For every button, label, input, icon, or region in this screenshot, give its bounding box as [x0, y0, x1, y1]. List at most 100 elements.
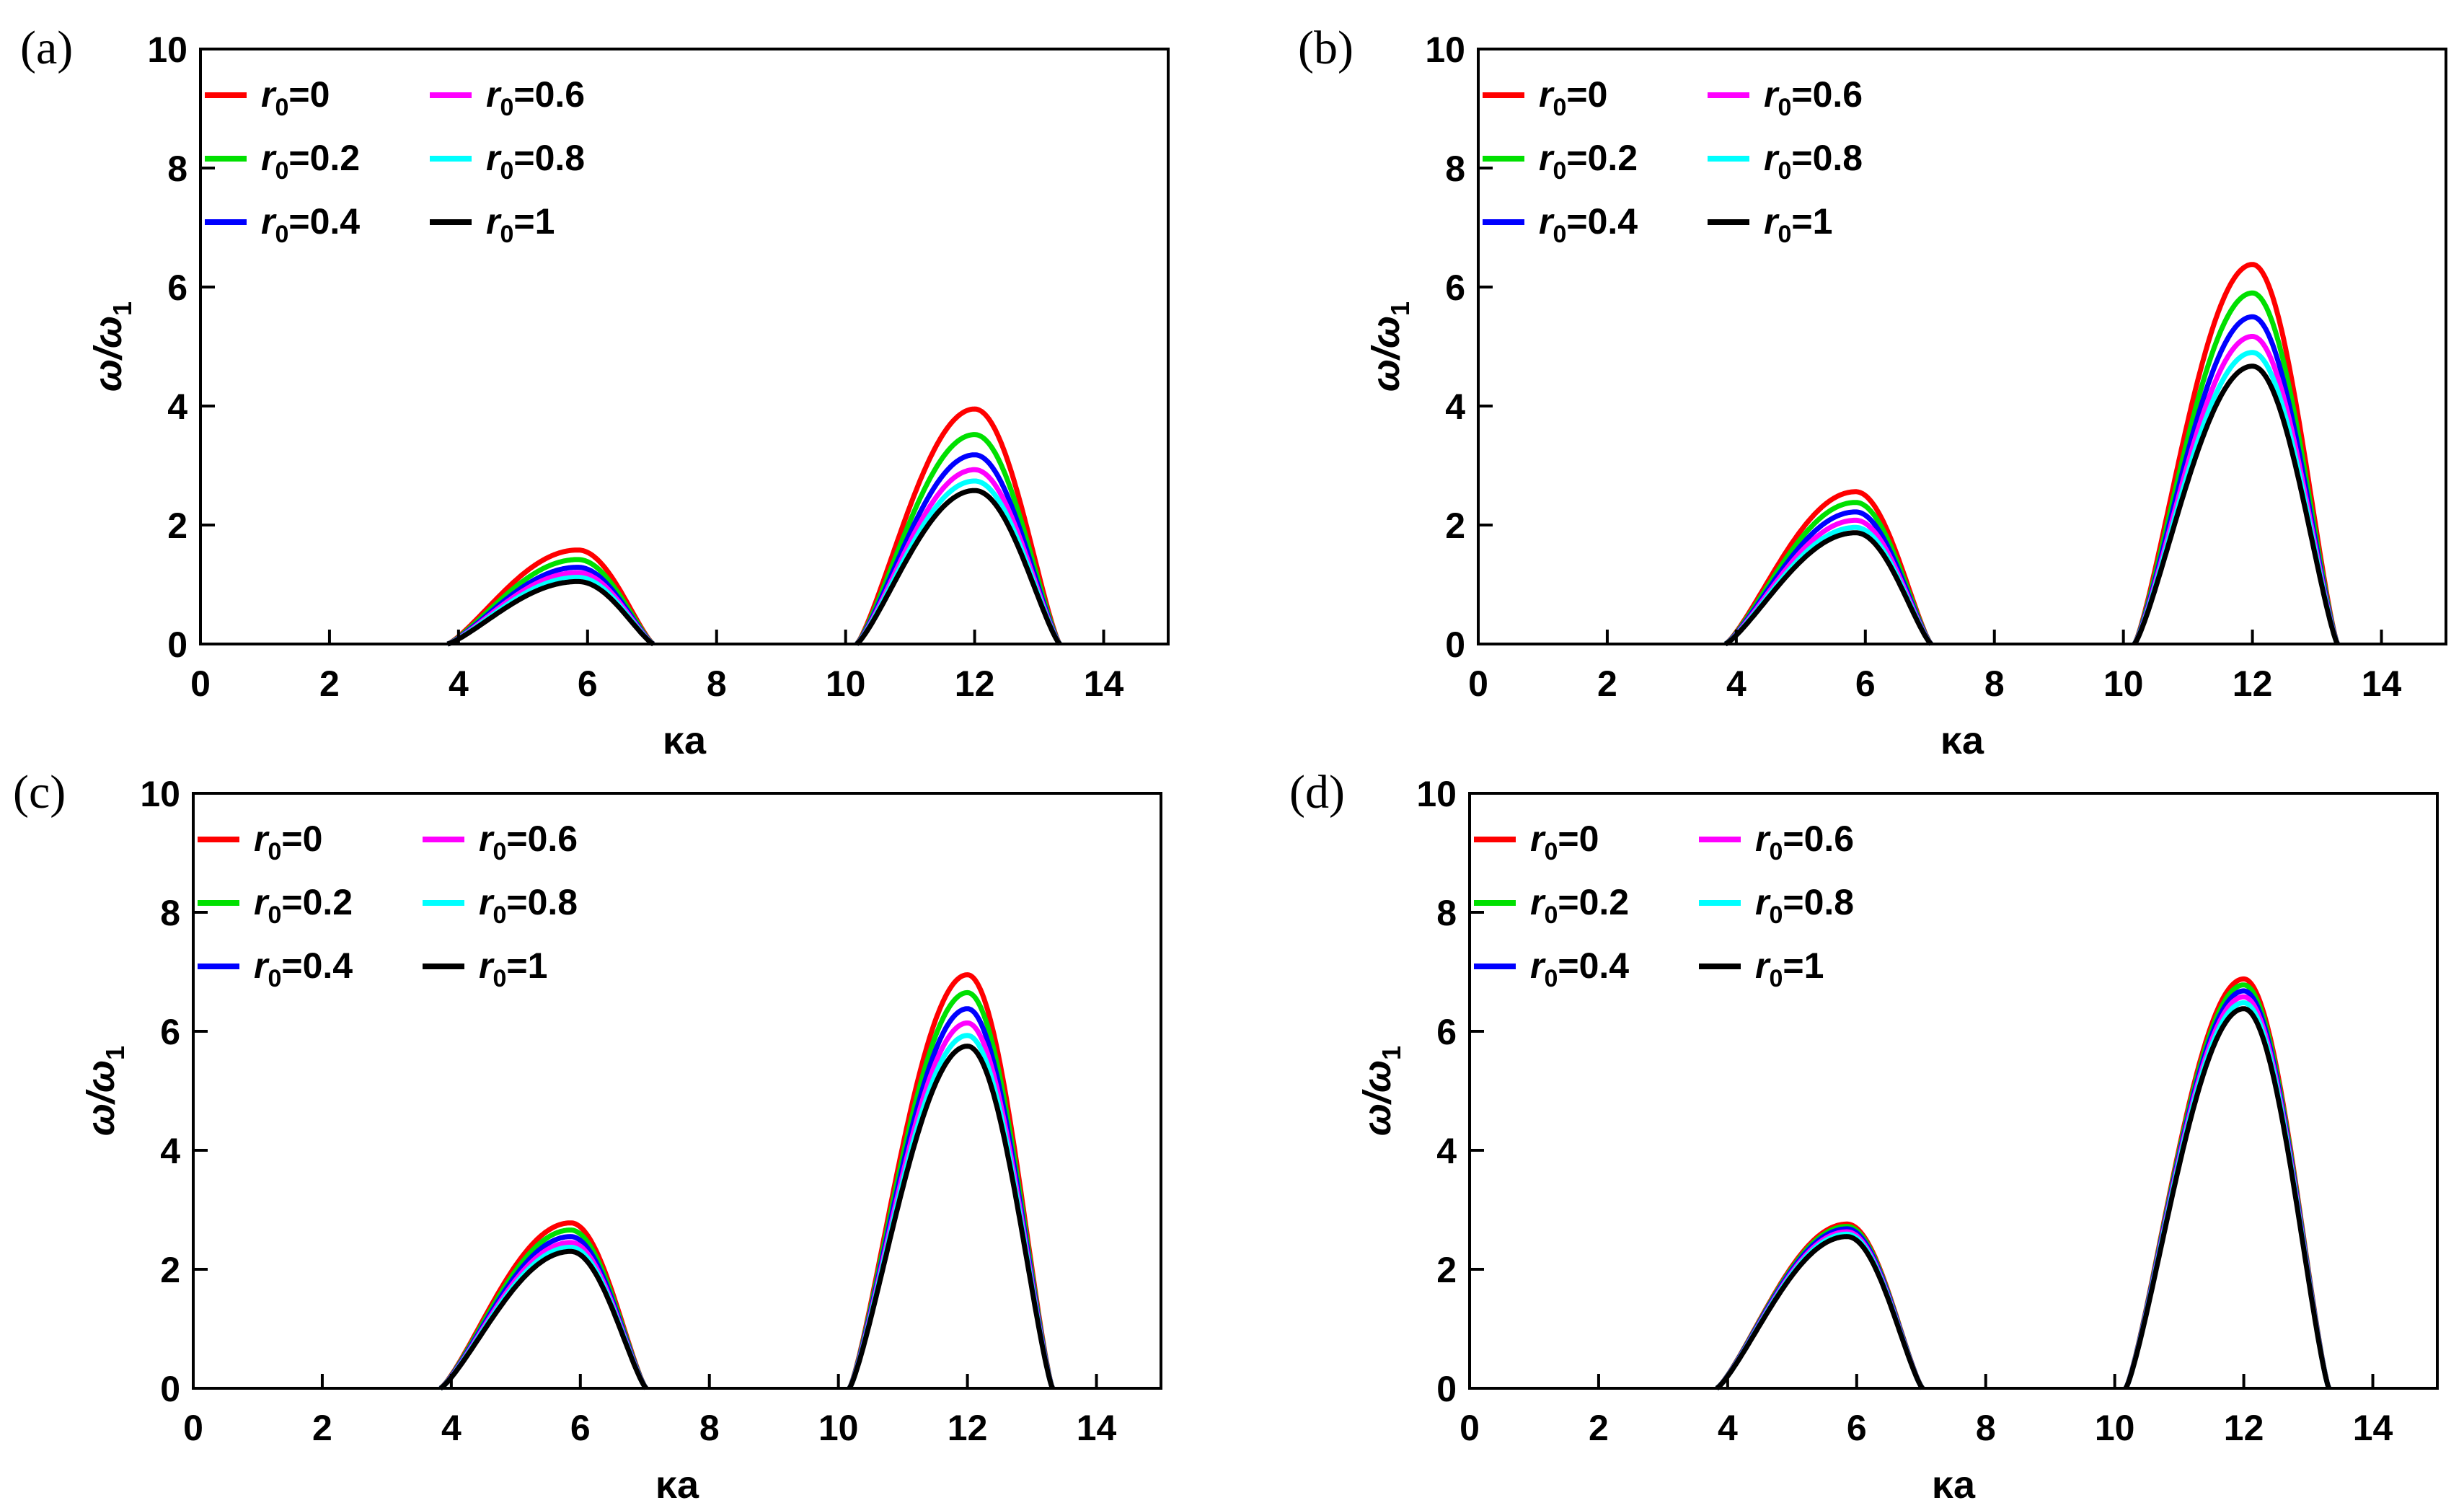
panel-label: (c): [13, 766, 66, 819]
x-axis-label: κa: [1940, 719, 1984, 762]
legend-entry: r0=0.4: [1539, 201, 1638, 248]
series-line-r0-1-band2: [855, 488, 1062, 646]
legend-entry: r0=0.2: [254, 882, 353, 929]
plot-frame: [199, 48, 1170, 645]
y-tick-label: 6: [1445, 268, 1465, 308]
panel-label: (b): [1298, 22, 1354, 74]
y-tick-label: 2: [1445, 506, 1465, 546]
legend-entry: r0=0.4: [1530, 945, 1629, 992]
x-tick-label: 2: [312, 1408, 332, 1448]
x-tick-label: 4: [449, 663, 469, 704]
x-tick-label: 12: [2224, 1408, 2264, 1448]
x-tick-label: 4: [1718, 1408, 1738, 1448]
y-tick-label: 10: [1425, 30, 1465, 70]
plot-frame: [1477, 48, 2447, 645]
series-line-r0-1-band1: [438, 1248, 648, 1391]
panel-1: 0 2 4 6 8 10 12 14 0 2 4 6 8 10 κa ω/ω1 (b) r0=0 r0=0.2 r0=…: [1298, 22, 2447, 762]
y-tick-label: 8: [1445, 149, 1465, 189]
legend-entry: r0=0.8: [1764, 138, 1863, 185]
x-tick-label: 8: [1976, 1408, 1996, 1448]
x-tick-label: 2: [1597, 663, 1617, 704]
x-tick-label: 8: [699, 1408, 720, 1448]
series-line-r0-0-2-band2: [855, 432, 1062, 646]
x-tick-label: 6: [570, 1408, 591, 1448]
legend-entry: r0=0.6: [1764, 74, 1863, 121]
legend-entry: r0=1: [1755, 945, 1824, 992]
y-tick-label: 6: [160, 1012, 180, 1052]
x-tick-label: 6: [578, 663, 598, 704]
y-tick-label: 8: [1436, 893, 1457, 933]
y-tick-label: 10: [140, 774, 180, 814]
x-tick-label: 14: [1084, 663, 1124, 704]
x-tick-label: 4: [441, 1408, 462, 1448]
x-tick-label: 8: [1984, 663, 2005, 704]
x-tick-label: 14: [1077, 1408, 1117, 1448]
panel-label: (a): [20, 22, 73, 74]
legend-entry: r0=0: [254, 819, 322, 865]
y-axis-label: ω/ω1: [1356, 1046, 1406, 1136]
plot-frame: [1468, 792, 2439, 1390]
y-tick-label: 10: [147, 30, 187, 70]
x-axis-label: κa: [663, 719, 707, 762]
x-tick-label: 12: [948, 1408, 988, 1448]
legend-entry: r0=0.8: [1755, 882, 1854, 929]
y-axis-label: ω/ω1: [87, 301, 137, 392]
legend-entry: r0=0.8: [479, 882, 578, 929]
y-tick-label: 8: [160, 893, 180, 933]
x-tick-label: 0: [1468, 663, 1488, 704]
series-line-r0-0-band2: [2132, 262, 2340, 645]
series-line-r0-1-band2: [847, 1044, 1055, 1390]
legend-entry: r0=0.8: [486, 138, 585, 185]
x-tick-label: 14: [2353, 1408, 2393, 1448]
x-tick-label: 6: [1847, 1408, 1867, 1448]
series-line-r0-1-band2: [2132, 363, 2340, 646]
x-tick-label: 10: [2095, 1408, 2135, 1448]
y-axis-label: ω/ω1: [1364, 301, 1415, 392]
x-tick-label: 12: [955, 663, 995, 704]
x-tick-label: 8: [707, 663, 727, 704]
x-tick-label: 6: [1855, 663, 1876, 704]
legend-entry: r0=1: [486, 201, 555, 248]
legend-entry: r0=0.6: [486, 74, 585, 121]
panel-2: 0 2 4 6 8 10 12 14 0 2 4 6 8 10 κa ω/ω1 (c) r0=0 r0=0.2 r0=…: [13, 766, 1162, 1507]
y-tick-label: 6: [1436, 1012, 1457, 1052]
y-tick-label: 2: [167, 506, 187, 546]
legend-entry: r0=0.2: [1530, 882, 1629, 929]
x-tick-label: 2: [1589, 1408, 1609, 1448]
legend-entry: r0=0.2: [1539, 138, 1638, 185]
x-tick-label: 14: [2362, 663, 2402, 704]
legend-entry: r0=0: [1530, 819, 1599, 865]
y-tick-label: 0: [167, 625, 187, 665]
legend-entry: r0=0.4: [261, 201, 360, 248]
y-tick-label: 4: [160, 1131, 180, 1171]
x-tick-label: 10: [818, 1408, 859, 1448]
x-tick-label: 4: [1726, 663, 1747, 704]
x-tick-label: 10: [826, 663, 866, 704]
y-tick-label: 10: [1416, 774, 1457, 814]
x-tick-label: 10: [2103, 663, 2144, 704]
y-tick-label: 0: [1445, 625, 1465, 665]
legend-entry: r0=0.4: [254, 945, 353, 992]
y-tick-label: 4: [1445, 387, 1465, 427]
series-line-r0-1-band1: [446, 578, 655, 647]
x-tick-label: 0: [1460, 1408, 1480, 1448]
y-tick-label: 2: [1436, 1250, 1457, 1290]
y-tick-label: 4: [1436, 1131, 1457, 1171]
x-axis-label: κa: [655, 1463, 699, 1507]
plot-frame: [192, 792, 1162, 1390]
legend-entry: r0=1: [1764, 201, 1832, 248]
series-line-r0-0-band2: [855, 406, 1062, 646]
series-line-r0-1-band2: [2123, 1006, 2331, 1390]
y-tick-label: 0: [160, 1369, 180, 1409]
y-tick-label: 0: [1436, 1369, 1457, 1409]
x-axis-label: κa: [1932, 1463, 1976, 1507]
legend-entry: r0=0.2: [261, 138, 360, 185]
y-tick-label: 8: [167, 149, 187, 189]
legend-entry: r0=0: [261, 74, 330, 121]
legend-entry: r0=0: [1539, 74, 1607, 121]
y-tick-label: 4: [167, 387, 187, 427]
x-tick-label: 2: [319, 663, 340, 704]
x-tick-label: 0: [190, 663, 211, 704]
panel-label: (d): [1289, 766, 1345, 819]
